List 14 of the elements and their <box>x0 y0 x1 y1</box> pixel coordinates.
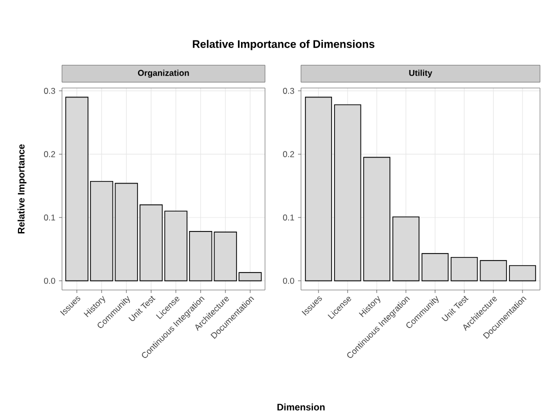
y-tick-label: 0.2 <box>283 151 294 158</box>
x-axis-title: Dimension <box>277 404 325 410</box>
y-tick-label: 0.0 <box>283 278 294 284</box>
y-tick-label: 0.2 <box>44 151 56 158</box>
y-tick-label: 0.1 <box>44 214 56 220</box>
y-axis-title: Relative Importance <box>18 144 26 234</box>
chart-subtitle: Utility <box>409 70 432 78</box>
y-tick-label: 0.0 <box>44 278 56 284</box>
x-tick-label: Unit Test <box>128 296 156 322</box>
chart-subtitle: Organization <box>138 70 189 78</box>
y-tick-label: 0.3 <box>44 88 56 94</box>
y-tick-label: 0.3 <box>283 88 294 94</box>
y-tick-label: 0.1 <box>283 214 294 220</box>
chart-title: Relative Importance of Dimensions <box>192 40 374 50</box>
